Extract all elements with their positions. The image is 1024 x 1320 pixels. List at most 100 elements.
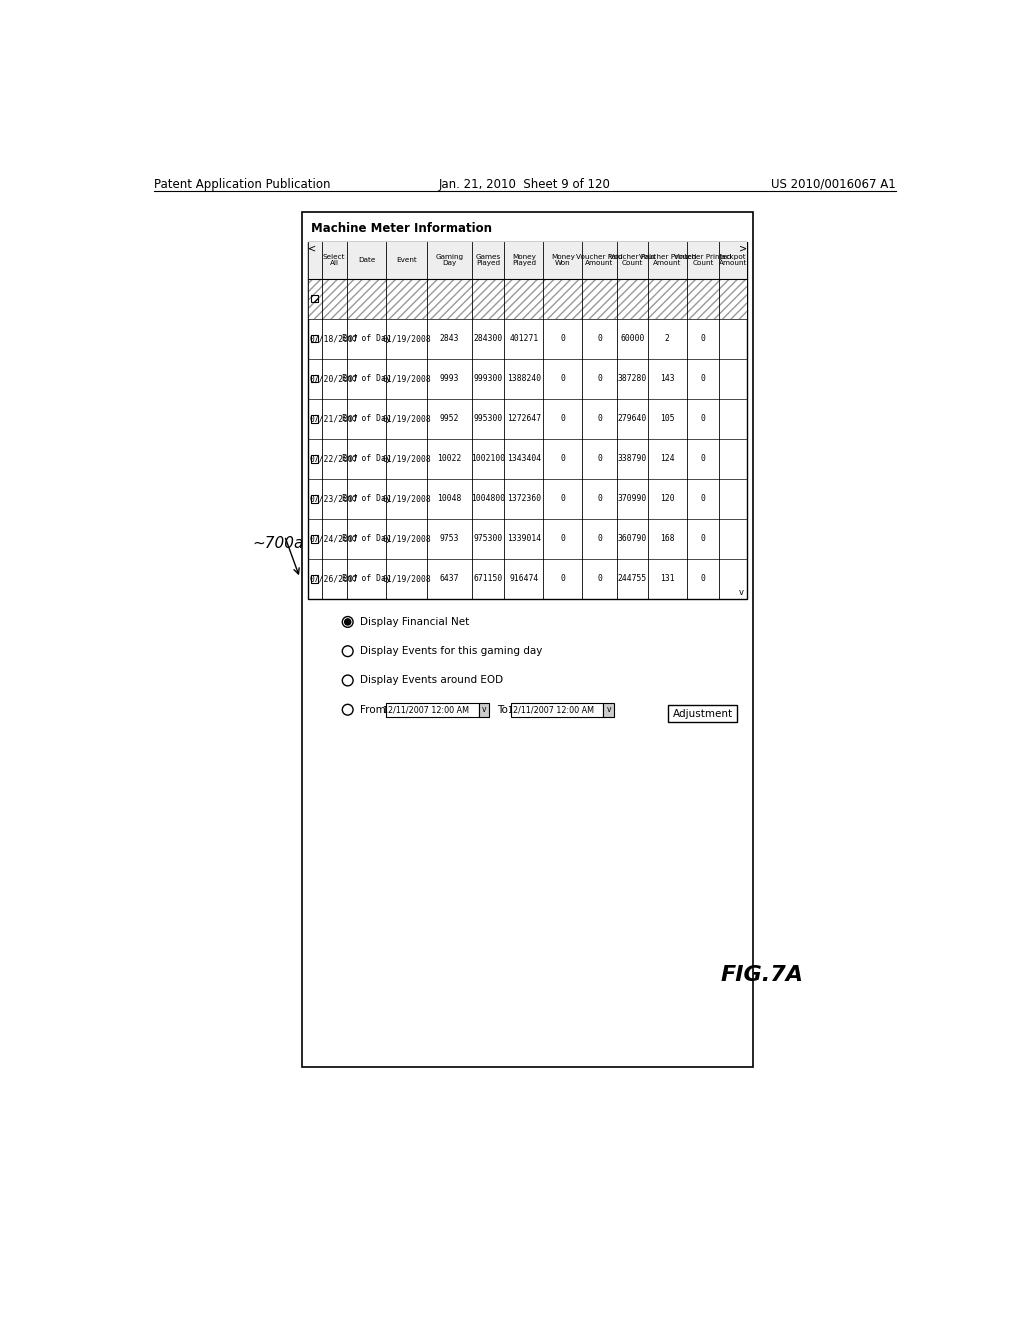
Text: 370990: 370990 [617,494,647,503]
Text: Voucher Paid
Count: Voucher Paid Count [609,253,655,267]
Text: 07/21/2007: 07/21/2007 [309,414,358,424]
Text: 916474: 916474 [509,574,539,583]
Text: 143: 143 [660,374,675,383]
Text: 12/11/2007 12:00 AM: 12/11/2007 12:00 AM [383,705,469,714]
Text: 12/11/2007 12:00 AM: 12/11/2007 12:00 AM [508,705,594,714]
Text: 0: 0 [700,454,706,463]
Text: 0: 0 [700,574,706,583]
Text: 284300: 284300 [474,334,503,343]
Text: 0: 0 [700,374,706,383]
Bar [511,702,603,717]
Text: 360790: 360790 [617,535,647,544]
Text: 1339014: 1339014 [507,535,541,544]
Text: 131: 131 [660,574,675,583]
Circle shape [345,619,351,626]
Bar [307,279,746,318]
Text: End of Day: End of Day [342,535,391,544]
Text: Voucher Printed
Amount: Voucher Printed Amount [639,253,696,267]
Text: End of Day: End of Day [342,494,391,503]
Text: Voucher Printed
Count: Voucher Printed Count [674,253,732,267]
Text: Display Financial Net: Display Financial Net [360,616,469,627]
Text: Jackpot
Amount: Jackpot Amount [719,253,748,267]
Text: Select
All: Select All [323,253,345,267]
Text: Games
Played: Games Played [475,253,501,267]
Text: 0: 0 [597,414,602,424]
Text: 244755: 244755 [617,574,647,583]
Text: Display Events for this gaming day: Display Events for this gaming day [360,647,543,656]
Text: 01/19/2008: 01/19/2008 [382,374,431,383]
Text: End of Day: End of Day [342,374,391,383]
Text: 975300: 975300 [474,535,503,544]
Text: From: From [360,705,386,714]
Bar [311,375,318,383]
Text: 671150: 671150 [474,574,503,583]
Text: FIG.7A: FIG.7A [721,965,804,985]
Text: 07/24/2007: 07/24/2007 [309,535,358,544]
Bar [311,535,318,543]
Text: 1372360: 1372360 [507,494,541,503]
Text: 60000: 60000 [621,334,645,343]
Text: ~700a: ~700a [252,536,303,550]
Text: 338790: 338790 [617,454,647,463]
Text: 01/19/2008: 01/19/2008 [382,414,431,424]
Bar [603,702,614,717]
Bar [311,414,318,422]
Bar [668,705,737,722]
Text: Machine Meter Information: Machine Meter Information [310,222,492,235]
Text: v: v [481,705,486,714]
Text: 401271: 401271 [509,334,539,343]
Text: 0: 0 [597,574,602,583]
Text: 07/23/2007: 07/23/2007 [309,494,358,503]
Text: Adjustment: Adjustment [673,709,733,718]
Text: 2843: 2843 [440,334,460,343]
Text: v: v [739,589,743,598]
Text: 01/19/2008: 01/19/2008 [382,494,431,503]
Text: 01/19/2008: 01/19/2008 [382,535,431,544]
Bar [478,702,489,717]
Text: 07/18/2007: 07/18/2007 [309,334,358,343]
Bar [307,242,746,279]
Text: 1004800: 1004800 [471,494,505,503]
Text: 2: 2 [665,334,670,343]
Text: 0: 0 [597,334,602,343]
Text: 0: 0 [560,535,565,544]
Text: 124: 124 [660,454,675,463]
Text: 0: 0 [560,494,565,503]
Text: 995300: 995300 [474,414,503,424]
Text: 0: 0 [560,334,565,343]
Text: Date: Date [357,257,375,263]
Text: Event: Event [396,257,417,263]
Text: 10048: 10048 [437,494,462,503]
Text: Jan. 21, 2010  Sheet 9 of 120: Jan. 21, 2010 Sheet 9 of 120 [439,178,610,190]
Text: 1343404: 1343404 [507,454,541,463]
Bar [301,213,753,1067]
Text: Gaming
Day: Gaming Day [435,253,464,267]
Text: 1388240: 1388240 [507,374,541,383]
Text: 168: 168 [660,535,675,544]
Text: Money
Played: Money Played [512,253,536,267]
Text: 10022: 10022 [437,454,462,463]
Text: 1002100: 1002100 [471,454,505,463]
Text: 0: 0 [700,334,706,343]
Bar [311,495,318,503]
Text: 6437: 6437 [440,574,460,583]
Text: 0: 0 [597,535,602,544]
Bar [386,702,478,717]
Bar [311,294,318,302]
Text: 01/19/2008: 01/19/2008 [382,454,431,463]
Bar [307,242,746,599]
Text: 0: 0 [560,374,565,383]
Text: 0: 0 [700,494,706,503]
Text: 0: 0 [560,414,565,424]
Text: 9753: 9753 [440,535,460,544]
Text: Patent Application Publication: Patent Application Publication [154,178,330,190]
Text: Display Events around EOD: Display Events around EOD [360,676,503,685]
Text: 9952: 9952 [440,414,460,424]
Text: 0: 0 [700,414,706,424]
Text: End of Day: End of Day [342,454,391,463]
Text: 0: 0 [700,535,706,544]
Bar [311,455,318,462]
Text: 1272647: 1272647 [507,414,541,424]
Text: Money
Won: Money Won [551,253,574,267]
Text: 0: 0 [560,574,565,583]
